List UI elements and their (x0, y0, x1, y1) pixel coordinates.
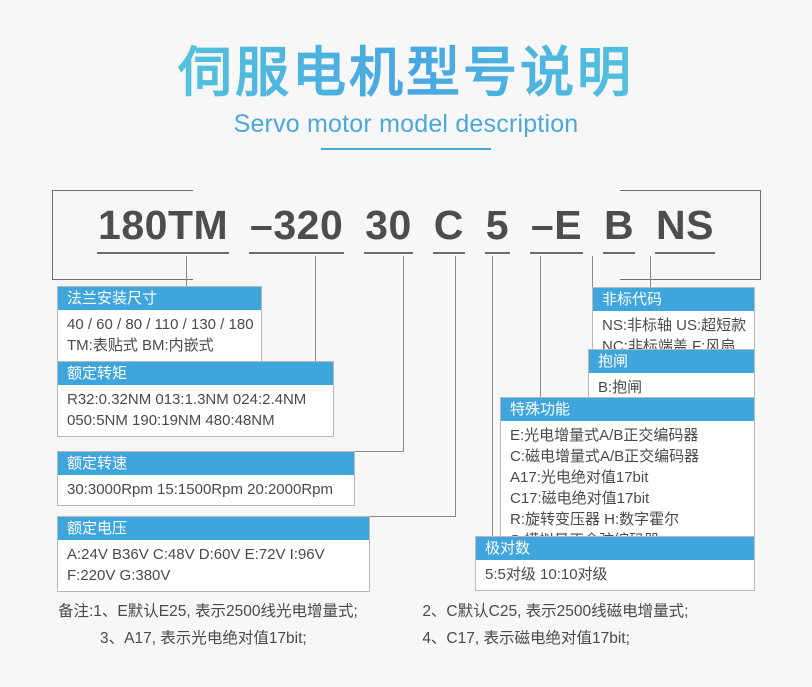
info-box-pole-pairs-header: 极对数 (476, 537, 754, 560)
model-segment-nonstandard-code: NS (655, 202, 715, 254)
info-box-pole-pairs: 极对数 5:5对级 10:10对级 (475, 536, 755, 591)
connector-rated-voltage-horizontal (370, 516, 456, 517)
footer-notes: 备注:1、E默认E25, 表示2500线光电增量式; 2、C默认C25, 表示2… (0, 598, 812, 652)
title-block: 伺服电机型号说明 Servo motor model description (0, 42, 812, 151)
info-box-speed-header: 额定转速 (58, 452, 354, 475)
info-box-brake-body: B:抱闸 (589, 373, 754, 403)
info-box-special-function-line-2: C:磁电增量式A/B正交编码器 (510, 448, 700, 465)
info-box-special-function-line-3: A17:光电绝对值17bit (510, 469, 649, 486)
page-title-chinese: 伺服电机型号说明 (0, 42, 812, 104)
info-box-voltage-header: 额定电压 (58, 517, 369, 540)
info-box-nonstandard-line-1: NS:非标轴 US:超短款 (602, 317, 747, 334)
footer-note-4: 4、C17, 表示磁电绝对值17bit; (422, 630, 630, 647)
footer-note-row-2: 3、A17, 表示光电绝对值17bit; 4、C17, 表示磁电绝对值17bit… (0, 625, 812, 652)
info-box-brake-header: 抱闸 (589, 350, 754, 373)
info-box-pole-pairs-line-1: 5:5对级 10:10对级 (485, 566, 608, 583)
bracket-left (52, 190, 193, 280)
connector-pole-pairs (492, 256, 493, 536)
info-box-nonstandard-header: 非标代码 (593, 288, 754, 311)
connector-rated-torque (315, 256, 316, 361)
connector-special-function (540, 256, 541, 397)
model-segment-rated-torque: –320 (249, 202, 345, 254)
info-box-special-function-line-1: E:光电增量式A/B正交编码器 (510, 427, 699, 444)
info-box-speed-line-1: 30:3000Rpm 15:1500Rpm 20:2000Rpm (67, 481, 334, 498)
info-box-brake: 抱闸 B:抱闸 (588, 349, 755, 404)
info-box-torque-header: 额定转矩 (58, 362, 333, 385)
model-segment-brake: B (602, 202, 636, 254)
model-segment-frame-size: 180TM (97, 202, 230, 254)
footer-note-2: 2、C默认C25, 表示2500线磁电增量式; (422, 603, 689, 620)
info-box-flange-header: 法兰安装尺寸 (58, 287, 261, 310)
info-box-torque-line-2: 050:5NM 190:19NM 480:48NM (67, 412, 275, 429)
connector-nonstandard-code (650, 256, 651, 287)
title-underline-rule (321, 148, 491, 151)
info-box-voltage-line-2: F:220V G:380V (67, 567, 171, 584)
bracket-right (620, 190, 761, 280)
info-box-torque: 额定转矩 R32:0.32NM 013:1.3NM 024:2.4NM 050:… (57, 361, 334, 437)
page-title-english: Servo motor model description (233, 110, 579, 139)
info-box-torque-body: R32:0.32NM 013:1.3NM 024:2.4NM 050:5NM 1… (58, 385, 333, 436)
info-box-special-function-line-5: R:旋转变压器 H:数字霍尔 (510, 511, 680, 528)
info-box-brake-line-1: B:抱闸 (598, 379, 643, 396)
info-box-pole-pairs-body: 5:5对级 10:10对级 (476, 560, 754, 590)
connector-rated-voltage-vertical (455, 256, 456, 516)
info-box-special-function-header: 特殊功能 (501, 398, 754, 421)
footer-note-3: 3、A17, 表示光电绝对值17bit; (100, 630, 307, 647)
footer-note-1: 备注:1、E默认E25, 表示2500线光电增量式; (58, 603, 358, 620)
connector-frame-size (186, 256, 187, 286)
info-box-special-function-line-4: C17:磁电绝对值17bit (510, 490, 650, 507)
footer-note-row-1: 备注:1、E默认E25, 表示2500线光电增量式; 2、C默认C25, 表示2… (0, 598, 812, 625)
info-box-speed-body: 30:3000Rpm 15:1500Rpm 20:2000Rpm (58, 475, 354, 505)
info-box-flange: 法兰安装尺寸 40 / 60 / 80 / 110 / 130 / 180 TM… (57, 286, 262, 362)
model-segment-rated-voltage: C (432, 202, 465, 254)
info-box-voltage: 额定电压 A:24V B36V C:48V D:60V E:72V I:96V … (57, 516, 370, 592)
connector-rated-speed-horizontal (355, 451, 404, 452)
connector-rated-speed-vertical (403, 256, 404, 451)
info-box-voltage-line-1: A:24V B36V C:48V D:60V E:72V I:96V (67, 546, 325, 563)
info-box-flange-line-2: TM:表贴式 BM:内嵌式 (67, 337, 214, 354)
info-box-special-function: 特殊功能 E:光电增量式A/B正交编码器 C:磁电增量式A/B正交编码器 A17… (500, 397, 755, 557)
model-segment-rated-speed: 30 (364, 202, 413, 254)
model-code-row: 180TM –320 30 C 5 –E B NS (0, 202, 812, 254)
info-box-speed: 额定转速 30:3000Rpm 15:1500Rpm 20:2000Rpm (57, 451, 355, 506)
model-segment-special-function: –E (529, 202, 584, 254)
info-box-flange-line-1: 40 / 60 / 80 / 110 / 130 / 180 (67, 316, 254, 333)
info-box-flange-body: 40 / 60 / 80 / 110 / 130 / 180 TM:表贴式 BM… (58, 310, 261, 361)
info-box-voltage-body: A:24V B36V C:48V D:60V E:72V I:96V F:220… (58, 540, 369, 591)
info-box-torque-line-1: R32:0.32NM 013:1.3NM 024:2.4NM (67, 391, 307, 408)
model-segment-pole-pairs: 5 (484, 202, 511, 254)
